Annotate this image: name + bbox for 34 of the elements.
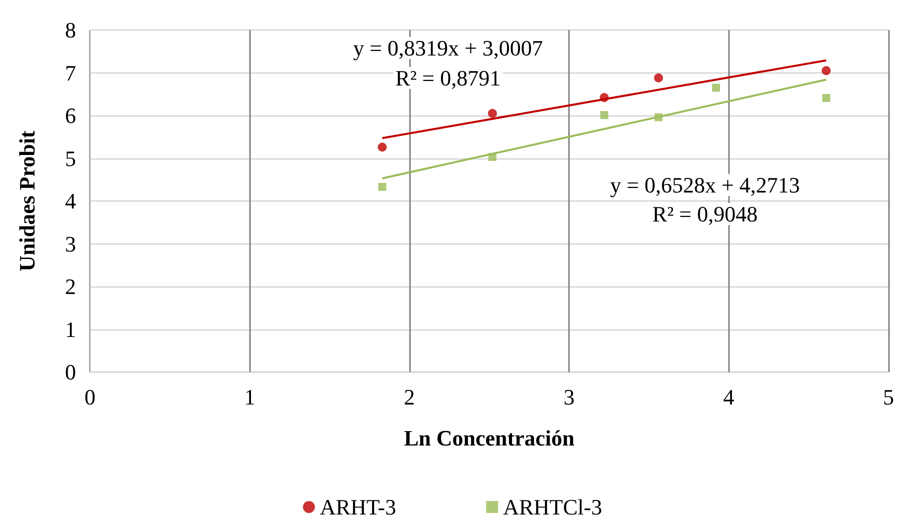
annotation: y = 0,6528x + 4,2713 <box>610 172 800 198</box>
y-tick-label: 5 <box>65 146 76 171</box>
point <box>822 66 831 76</box>
x-tick-label: 1 <box>244 384 256 410</box>
point <box>378 182 386 191</box>
y-tick-label: 1 <box>65 316 76 342</box>
annotation: y = 0,8319x + 3,0007 <box>353 36 543 60</box>
point <box>654 73 664 82</box>
legend-label: ARHTCl-3 <box>503 494 602 520</box>
point <box>600 93 609 102</box>
y-tick-label: 4 <box>65 188 76 214</box>
x-tick-label: 4 <box>723 384 734 410</box>
point <box>600 111 608 120</box>
y-axis-title: Unidaes Probit <box>14 130 40 272</box>
point <box>488 108 497 118</box>
point <box>822 94 830 102</box>
x-tick-label: 0 <box>84 384 96 410</box>
y-tick-label: 3 <box>65 231 76 256</box>
y-tick-label: 8 <box>65 18 76 42</box>
x-axis-title: Ln Concentración <box>404 426 574 450</box>
point <box>488 152 496 161</box>
x-tick-label: 2 <box>404 384 415 410</box>
annotation: R² = 0,9048 <box>652 202 758 226</box>
annotation: R² = 0,8791 <box>395 66 501 90</box>
point <box>712 84 720 92</box>
legend-label: ARHT-3 <box>320 494 396 520</box>
point <box>378 142 387 152</box>
x-tick-label: 3 <box>564 384 575 410</box>
y-tick-label: 0 <box>65 360 76 384</box>
x-tick-label: 5 <box>883 384 894 410</box>
y-tick-label: 6 <box>65 103 76 128</box>
y-tick-label: 2 <box>65 274 76 299</box>
point <box>654 113 663 122</box>
y-tick-label: 7 <box>65 60 76 86</box>
